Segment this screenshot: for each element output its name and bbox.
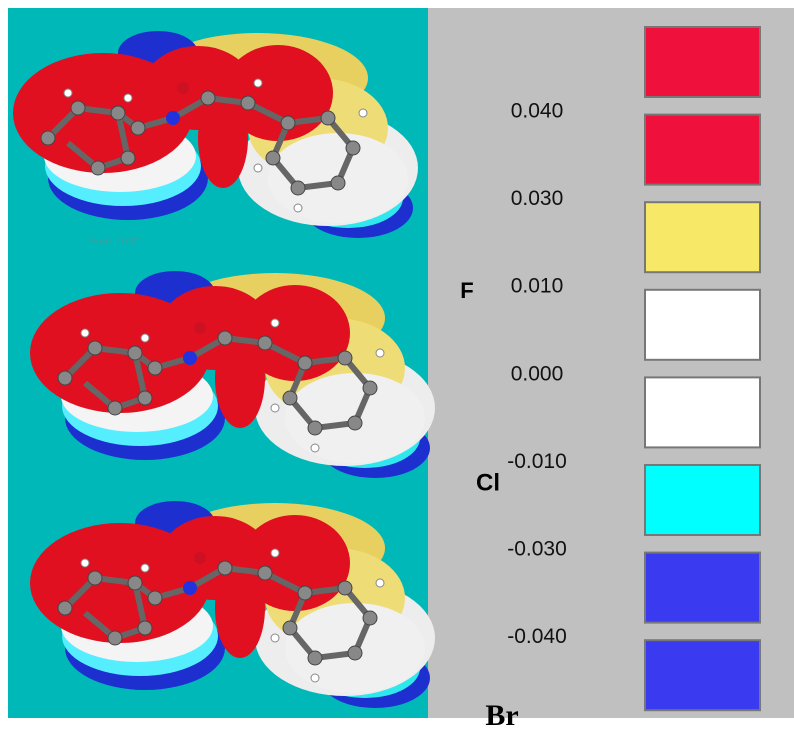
- legend-label: -0.030: [507, 538, 567, 561]
- molecule-label: Br: [485, 699, 518, 731]
- legend-label: 0.030: [511, 187, 564, 210]
- legend-label: -0.040: [507, 625, 567, 648]
- figure: Eon0 : 0.002 F Cl Br 0.040 0.030 0.010 0.00…: [0, 0, 794, 731]
- legend-swatch: [645, 290, 760, 360]
- molecule-label: F: [460, 278, 473, 303]
- legend-swatch: [645, 465, 760, 535]
- legend-swatch: [645, 640, 760, 710]
- legend-swatch: [645, 202, 760, 272]
- legend-swatch: [645, 115, 760, 185]
- legend-label: 0.010: [511, 275, 564, 298]
- legend-label: -0.010: [507, 450, 567, 473]
- molecule-label: Cl: [476, 469, 500, 496]
- legend-label: 0.040: [511, 100, 564, 123]
- legend-swatch: [645, 377, 760, 447]
- legend-label: 0.000: [511, 362, 564, 385]
- legend-swatch: [645, 27, 760, 97]
- legend-swatch: [645, 553, 760, 623]
- panel-note: Eon0 : 0.002: [90, 236, 141, 246]
